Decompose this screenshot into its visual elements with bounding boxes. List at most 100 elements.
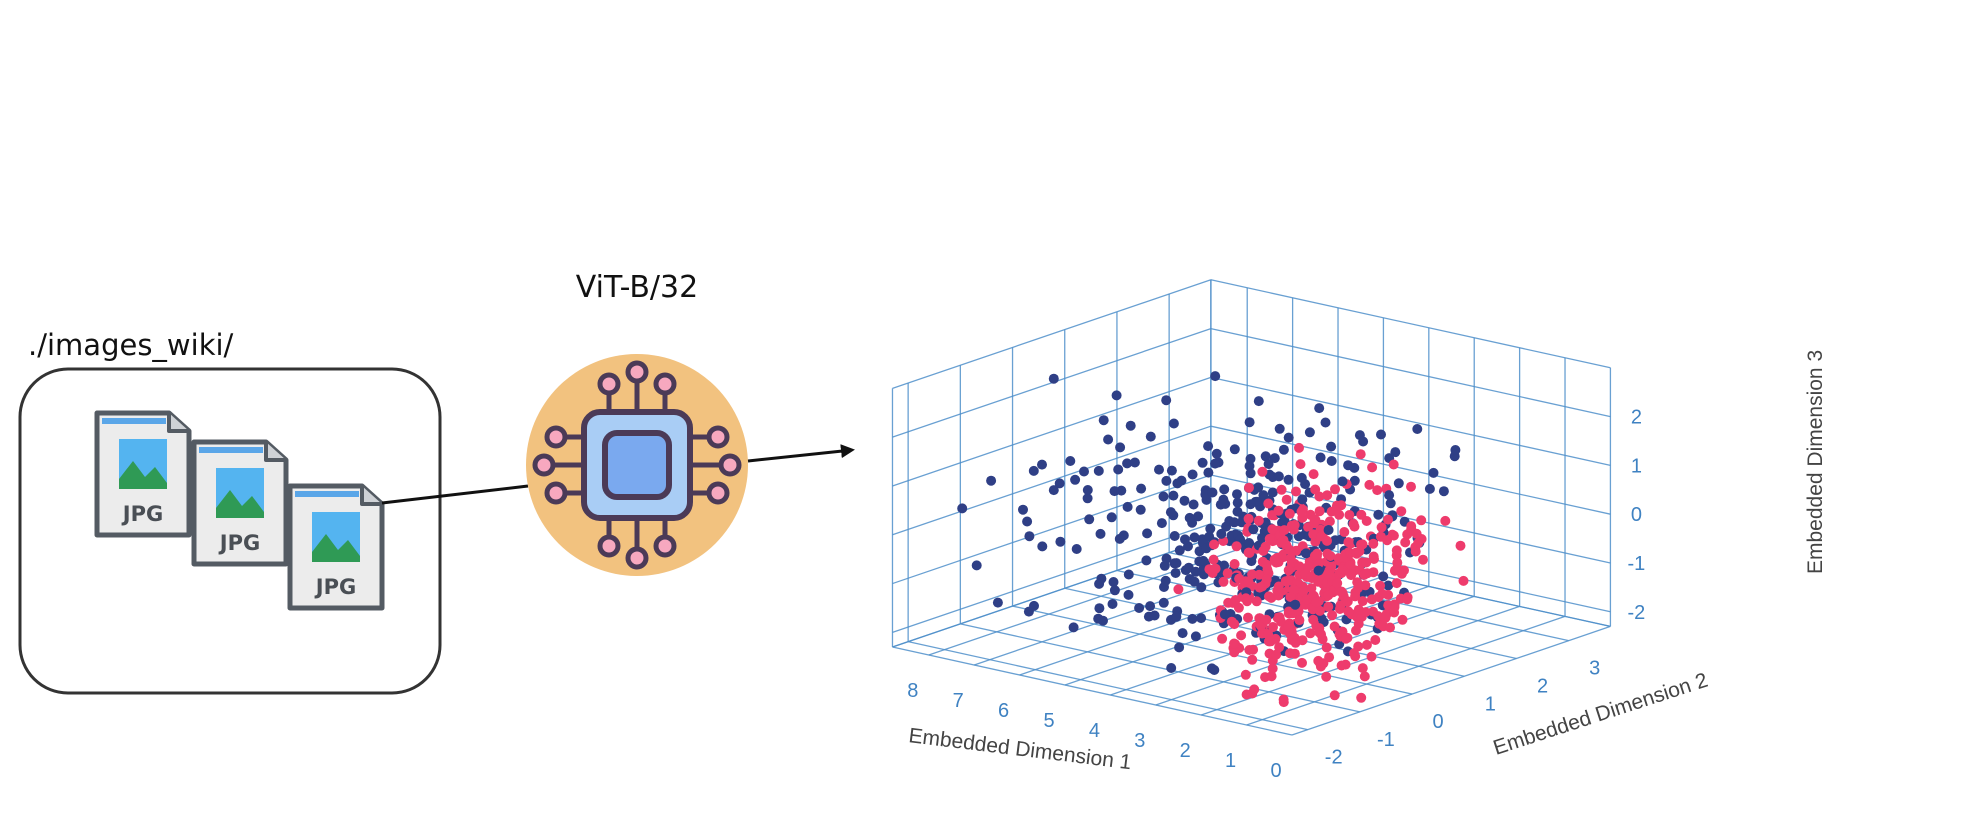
data-point: [1149, 610, 1160, 621]
data-point: [1273, 471, 1284, 482]
data-point: [1265, 636, 1276, 647]
x-tick-label: 7: [953, 690, 964, 712]
data-point: [1370, 635, 1381, 645]
data-point: [1098, 415, 1109, 426]
z-axis-ticks: 2 1 0 -1 -2: [1628, 407, 1646, 624]
floor-grid-line: [928, 545, 1248, 656]
wall-grid-line: [1210, 376, 1611, 467]
data-point: [1048, 485, 1059, 496]
data-point: [1232, 497, 1243, 508]
data-point: [1324, 652, 1335, 663]
data-point: [1129, 457, 1140, 468]
data-point: [1326, 560, 1337, 571]
data-point: [1367, 462, 1378, 473]
data-point: [1211, 448, 1222, 459]
data-point: [1189, 576, 1200, 587]
data-point: [1380, 612, 1391, 623]
data-point: [1289, 520, 1300, 530]
data-point: [1343, 537, 1354, 548]
data-point: [1248, 524, 1259, 535]
data-point: [1285, 553, 1296, 564]
data-point: [1093, 613, 1104, 624]
data-point: [1264, 533, 1275, 544]
data-point: [1329, 690, 1340, 701]
data-point: [1071, 544, 1082, 554]
data-point: [1190, 631, 1201, 642]
data-point: [1455, 540, 1466, 551]
y-tick-label: 0: [1433, 711, 1444, 733]
data-point: [1068, 622, 1079, 633]
data-point: [1313, 655, 1324, 666]
data-point: [1188, 499, 1199, 510]
connector-line: [381, 484, 529, 505]
data-point: [1313, 565, 1324, 576]
wall-grid-line: [892, 523, 1212, 633]
scatter-points: [957, 371, 1469, 708]
data-point: [1330, 484, 1340, 495]
data-point: [1242, 596, 1253, 607]
data-point: [1028, 465, 1039, 476]
data-point: [1125, 420, 1136, 431]
data-point: [1378, 571, 1389, 582]
data-point: [1254, 582, 1265, 593]
y-axis-title: Embedded Dimension 2: [1490, 669, 1710, 760]
data-point: [1261, 574, 1272, 585]
data-point: [1179, 495, 1190, 506]
folder-label: ./images_wiki/: [28, 328, 234, 362]
data-point: [1260, 541, 1271, 552]
data-point: [1244, 482, 1254, 493]
data-point: [1285, 591, 1296, 602]
data-point: [1269, 554, 1280, 565]
data-point: [1390, 447, 1401, 458]
data-point: [1283, 621, 1294, 632]
data-point: [1029, 600, 1039, 611]
x-tick-label: 4: [1089, 720, 1100, 742]
data-point: [1391, 545, 1402, 556]
data-point: [1145, 601, 1156, 612]
data-point: [1082, 493, 1093, 504]
data-point: [1257, 532, 1267, 543]
data-point: [1215, 499, 1226, 510]
data-point: [1114, 533, 1125, 544]
data-point: [1368, 551, 1379, 562]
data-point: [1300, 479, 1311, 490]
x-tick-label: 6: [998, 700, 1009, 722]
x-tick-label: 5: [1043, 710, 1054, 732]
data-point: [1354, 546, 1365, 557]
data-point: [1352, 577, 1363, 588]
data-point: [1253, 396, 1264, 407]
data-point: [1048, 373, 1059, 384]
data-point: [1314, 506, 1325, 517]
data-point: [1313, 575, 1324, 586]
data-point: [1356, 692, 1367, 703]
y-tick-label: 1: [1485, 693, 1496, 715]
data-point: [1308, 614, 1319, 625]
model-label: ViT-B/32: [576, 270, 698, 305]
wall-grid-line: [892, 376, 1212, 487]
data-point: [1257, 466, 1268, 477]
data-point: [1393, 478, 1404, 489]
data-point: [1273, 581, 1284, 592]
z-tick-label: 1: [1631, 455, 1642, 477]
data-point: [1253, 515, 1264, 526]
data-point: [1123, 569, 1134, 580]
data-point: [1353, 618, 1364, 629]
data-point: [1345, 567, 1356, 578]
data-point: [1310, 484, 1321, 495]
jpg-file-icon: JPG: [194, 442, 286, 564]
data-point: [1244, 547, 1255, 558]
data-point: [1174, 642, 1185, 653]
data-point: [1180, 534, 1190, 545]
data-point: [1253, 482, 1264, 493]
data-point: [1289, 648, 1300, 659]
data-point: [1093, 465, 1104, 476]
data-point: [1350, 587, 1361, 598]
data-point: [1326, 456, 1337, 466]
data-point: [1263, 498, 1274, 509]
data-point: [1297, 657, 1307, 668]
data-point: [1095, 528, 1106, 539]
data-point: [1115, 442, 1126, 453]
data-point: [1392, 557, 1403, 568]
data-point: [1357, 663, 1368, 674]
data-point: [1123, 589, 1134, 600]
